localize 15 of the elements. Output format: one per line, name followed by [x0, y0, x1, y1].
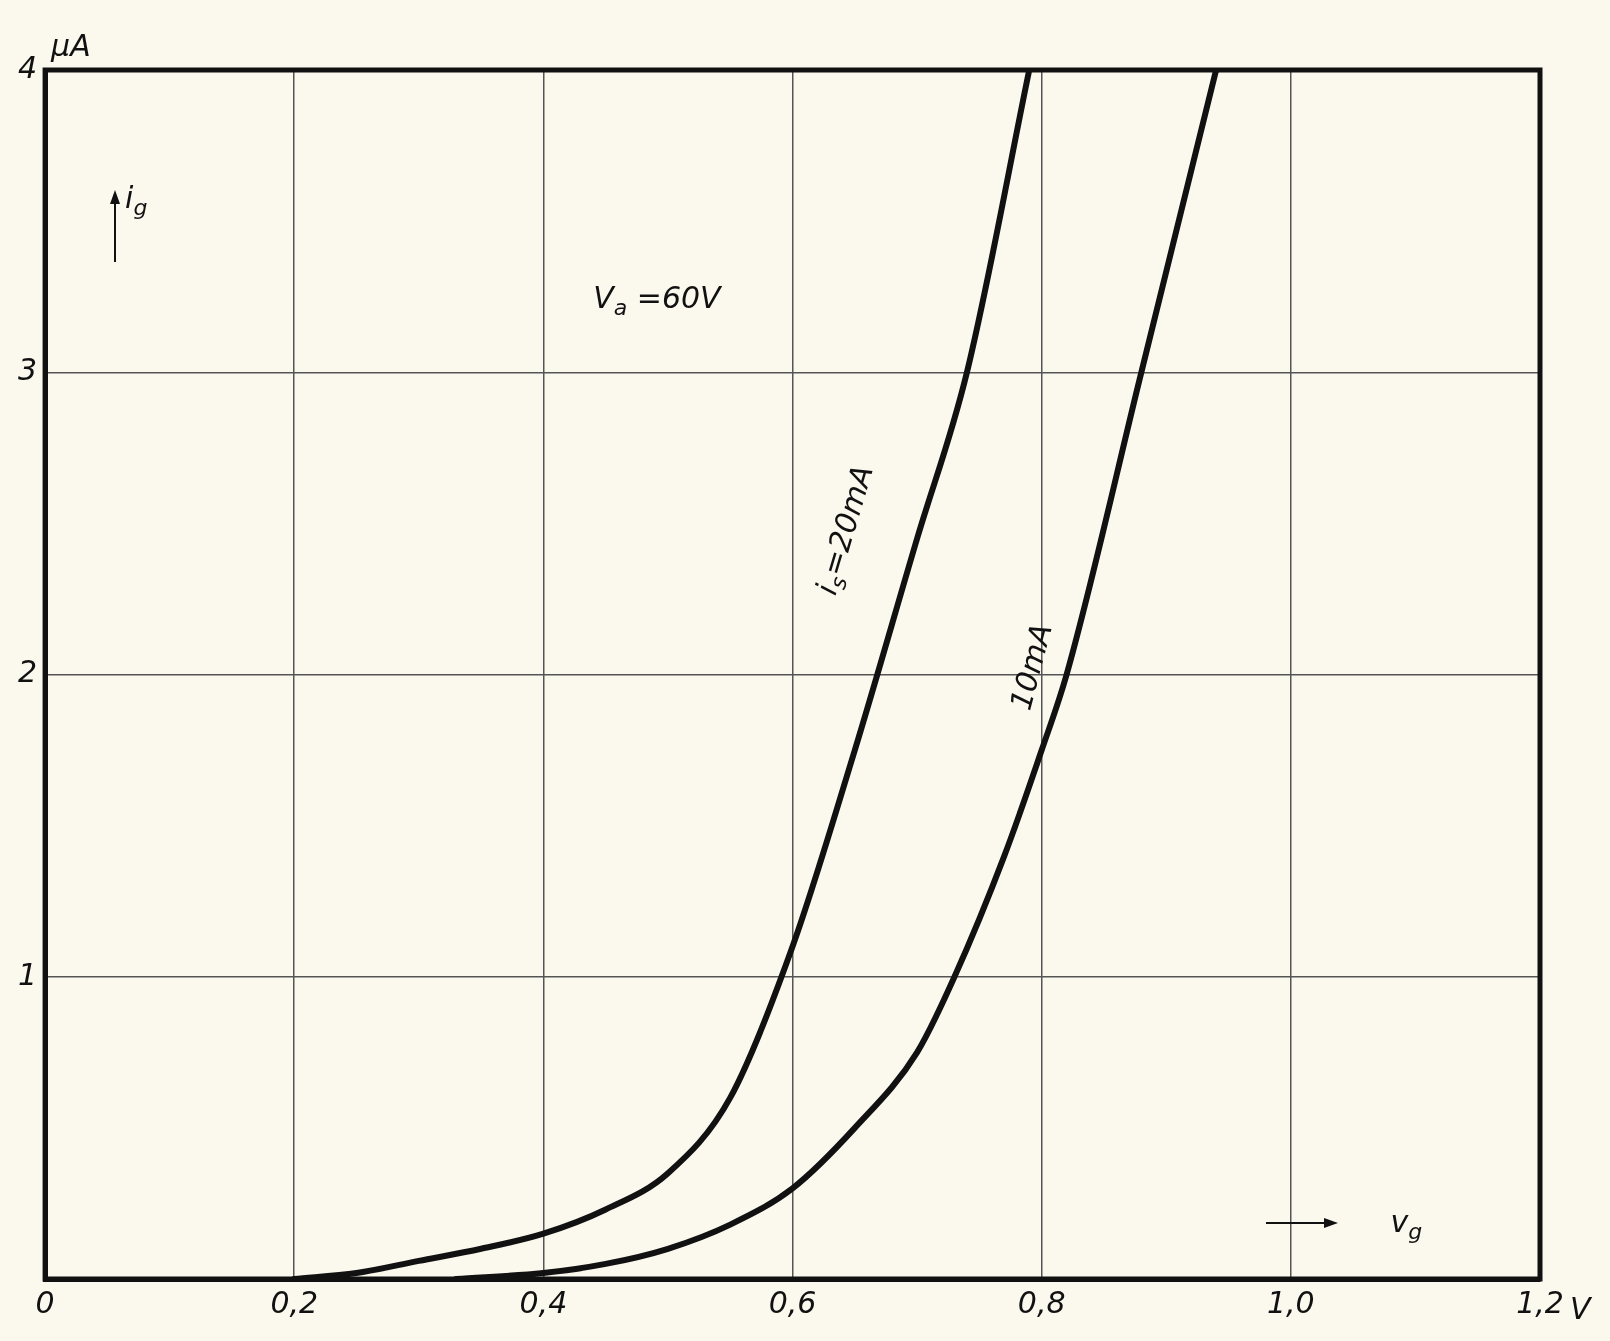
text: is=20mA [808, 461, 880, 599]
y-tick-label: 3 [17, 352, 38, 388]
x-tick-label: 0,2 [270, 1284, 319, 1320]
y-tick-label: 4 [17, 49, 38, 85]
x-axis-title: V [1570, 1290, 1593, 1326]
x-tick-label: 0,6 [768, 1284, 817, 1320]
x-tick-label: 1,0 [1266, 1284, 1315, 1320]
text: 10mA [1002, 619, 1059, 714]
x-tick-label: 1,2 [1516, 1284, 1564, 1320]
y-tick-label: 1 [17, 956, 38, 992]
y-axis-title: µA [50, 27, 91, 63]
y-tick-label: 2 [17, 654, 38, 690]
x-tick-label: 0 [35, 1284, 55, 1320]
x-tick-label: 0,4 [519, 1284, 568, 1320]
x-tick-label: 0,8 [1017, 1284, 1066, 1320]
